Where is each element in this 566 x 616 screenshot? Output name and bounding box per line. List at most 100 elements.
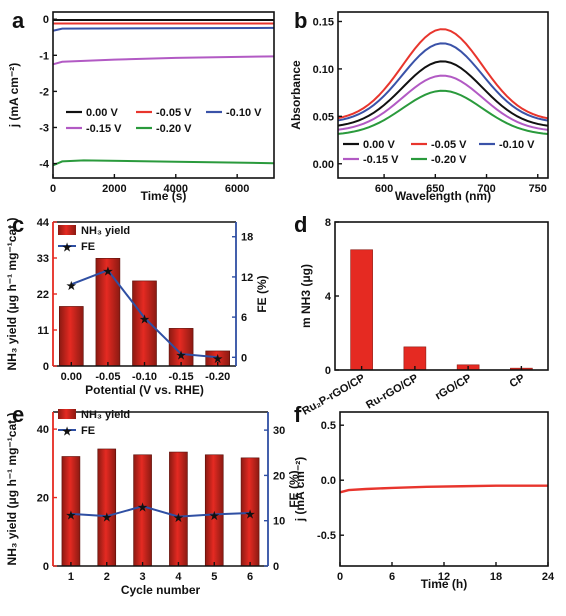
- panel-b-legend-label: -0.10 V: [499, 139, 535, 151]
- panel-label-d: d: [294, 212, 307, 237]
- panel-e-ytick-label: 0: [43, 561, 49, 573]
- panel-f-stability: 0.5 0.0 -0.5 0 6 12 18 24 Time (h) j (mA cm⁻²): [293, 411, 555, 591]
- panel-f-ylabel: j (mA cm⁻²): [293, 457, 307, 523]
- panel-c-ytick-label: 0: [43, 361, 49, 373]
- panel-c-y2tick-label: 18: [241, 232, 253, 244]
- panel-b-legend-label: -0.05 V: [431, 139, 467, 151]
- panel-e-fe-line: [70, 505, 251, 518]
- panel-e-xtick-label: 3: [140, 571, 146, 583]
- panel-c-legend-swatch-yield: [58, 225, 76, 235]
- panel-f-xtick-label: 6: [389, 571, 395, 583]
- panel-c-fe-marker: ★: [66, 280, 76, 292]
- panel-b-legend-label: -0.20 V: [431, 154, 467, 166]
- panel-e-y2tick-label: 0: [273, 561, 279, 573]
- panel-e-xtick-label: 5: [211, 571, 217, 583]
- panel-c-ytick-label: 44: [37, 217, 50, 229]
- panel-e-legend-fe: FE: [81, 425, 95, 437]
- panel-c-fe-line: [70, 269, 218, 359]
- panel-c-ytick-label: 33: [37, 253, 49, 265]
- panel-d-xtick-label: CP: [508, 372, 527, 390]
- panel-e-fe-marker: ★: [66, 510, 76, 522]
- panel-f-series-line: [339, 484, 548, 494]
- panel-e-xtick-label: 1: [68, 571, 74, 583]
- panel-c-yield-potential: ★ ★ ★ ★ ★ 0 11 22 33 44 0 6 12 18 0.00 -0.05 -0.10 -0.15-…: [5, 217, 269, 397]
- panel-e-legend-swatch-yield: [58, 409, 76, 419]
- panel-a-series-line: [52, 26, 275, 32]
- panel-b-series-line: [337, 60, 549, 127]
- panel-d-ylabel: m NH3 (μg): [299, 264, 313, 328]
- panel-label-a: a: [12, 8, 25, 33]
- panel-c-fe-marker: ★: [176, 350, 186, 362]
- panel-a-ytick-label: -1: [39, 50, 49, 62]
- panel-c-yield-bar: [132, 280, 157, 367]
- panel-b-ytick-label: 0.00: [313, 159, 334, 171]
- panel-c-yield-bar: [58, 306, 84, 367]
- panel-e-legend-star: ★: [62, 426, 72, 438]
- panel-label-e: e: [12, 402, 24, 427]
- panel-c-fe-marker: ★: [213, 353, 223, 365]
- panel-d-bar: [350, 249, 373, 371]
- panel-e-cycling: ★ ★ ★ ★ ★ ★ 0 20 40 0 10 20 30 1 2 3 4 5 6 Cycle number NH₃ …: [5, 409, 301, 597]
- panel-c-fe-marker: ★: [103, 266, 113, 278]
- panel-f-xtick-label: 12: [438, 571, 450, 583]
- panel-b-xlabel: Wavelength (nm): [395, 189, 491, 203]
- panel-e-ytick-label: 40: [37, 424, 49, 436]
- panel-e-y2tick-label: 10: [273, 516, 285, 528]
- panel-e-ylabel: NH₃ yield (μg h⁻¹ mg⁻¹cat.): [5, 413, 19, 566]
- panel-a-ytick-label: -4: [39, 159, 50, 171]
- panel-a-legend-label: -0.20 V: [156, 123, 192, 135]
- panel-e-fe-marker: ★: [209, 510, 219, 522]
- panel-c-y2tick-label: 6: [241, 312, 247, 324]
- panel-e-yield-bar: [97, 448, 117, 567]
- panel-c-ylabel: NH₃ yield (μg h⁻¹ mg⁻¹cat.): [5, 218, 19, 371]
- panel-b-series-line: [337, 74, 549, 131]
- panel-d-ytick-label: 4: [325, 291, 332, 303]
- panel-b-legend-label: -0.15 V: [363, 154, 399, 166]
- panel-b-series-line: [337, 42, 549, 122]
- panel-c-ytick-label: 22: [37, 289, 49, 301]
- panel-e-fe-marker: ★: [102, 512, 112, 524]
- panel-f-xtick-label: 18: [490, 571, 502, 583]
- panel-a-ytick-label: -2: [39, 86, 49, 98]
- panel-label-b: b: [294, 8, 307, 33]
- panel-e-fe-marker: ★: [173, 513, 183, 525]
- panel-c-xtick-label: -0.10: [132, 371, 157, 383]
- panel-b-absorbance: 0.00 0.05 0.10 0.15 600 650 700 750 Wavelength (…: [289, 11, 549, 203]
- panel-a-xtick-label: 4000: [164, 183, 188, 195]
- panel-label-f: f: [294, 402, 302, 427]
- panel-b-ytick-label: 0.05: [313, 111, 334, 123]
- panel-a-xtick-label: 2000: [102, 183, 126, 195]
- panel-f-xlabel: Time (h): [421, 577, 467, 591]
- panel-e-fe-marker: ★: [245, 509, 255, 521]
- panel-e-fe-marker: ★: [138, 502, 148, 514]
- panel-label-c: c: [12, 212, 24, 237]
- panel-a-ytick-label: 0: [43, 14, 49, 26]
- panel-c-legend-yield: NH₃ yield: [81, 225, 130, 237]
- panel-b-legend-label: 0.00 V: [363, 139, 395, 151]
- panel-e-y2tick-label: 30: [273, 425, 285, 437]
- panel-c-xtick-label: 0.00: [61, 371, 82, 383]
- panel-b-frame: [337, 11, 549, 179]
- panel-c-legend-fe: FE: [81, 241, 95, 253]
- panel-f-ytick-label: 0.0: [321, 475, 336, 487]
- panel-f-xtick-label: 0: [337, 571, 343, 583]
- panel-b-xtick-label: 600: [375, 183, 393, 195]
- panel-e-legend-yield: NH₃ yield: [81, 409, 130, 421]
- panel-c-legend-star: ★: [62, 242, 72, 254]
- panel-a-series-line: [52, 159, 275, 167]
- panel-a-xlabel: Time (s): [141, 189, 187, 203]
- panel-a-legend-label: 0.00 V: [86, 107, 118, 119]
- panel-f-xtick-label: 24: [542, 571, 555, 583]
- panel-e-ytick-label: 20: [37, 493, 49, 505]
- panel-b-ytick-label: 0.10: [313, 64, 334, 76]
- panel-f-ytick-label: 0.5: [321, 420, 336, 432]
- panel-e-y2tick-label: 20: [273, 470, 285, 482]
- panel-c-fe-marker: ★: [140, 314, 150, 326]
- panel-c-xtick-label: -0.20: [205, 371, 230, 383]
- panel-c-xtick-label: -0.05: [95, 371, 120, 383]
- panel-c-xlabel: Potential (V vs. RHE): [85, 383, 204, 397]
- panel-b-ytick-label: 0.15: [313, 16, 334, 28]
- panel-c-ytick-label: 11: [37, 325, 49, 337]
